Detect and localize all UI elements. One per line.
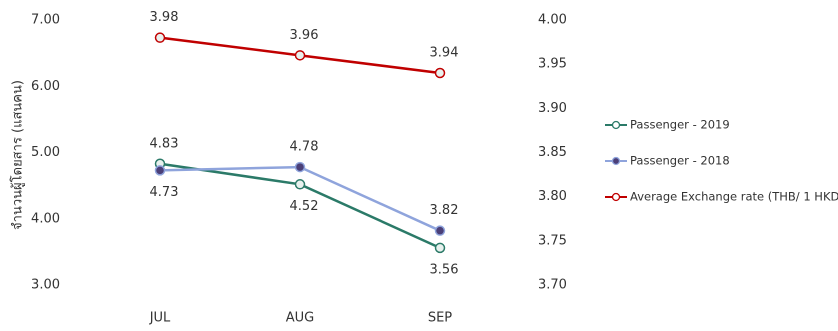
- legend-label: Passenger - 2018: [630, 154, 730, 168]
- y2-tick-label: 3.75: [538, 233, 567, 248]
- legend-label: Average Exchange rate (THB/ 1 HKD): [630, 190, 838, 204]
- y-tick-label: 7.00: [31, 13, 60, 28]
- y2-tick-label: 4.00: [538, 13, 567, 28]
- y-tick-label: 3.00: [31, 278, 60, 293]
- x-tick-label: SEP: [428, 311, 452, 326]
- y-tick-label: 4.00: [31, 211, 60, 226]
- point: [294, 161, 306, 173]
- data-label: 3.96: [290, 28, 319, 43]
- data-label: 3.82: [430, 203, 459, 218]
- point: [154, 32, 166, 43]
- point: [294, 50, 306, 61]
- data-label: 4.78: [290, 140, 319, 155]
- legend-label: Passenger - 2019: [630, 118, 730, 132]
- data-label: 4.73: [150, 185, 179, 200]
- legend-marker: [611, 192, 621, 202]
- y2-tick-label: 3.80: [538, 189, 567, 204]
- legend-marker: [611, 156, 621, 166]
- data-label: 3.98: [150, 10, 179, 25]
- point: [434, 242, 446, 254]
- data-label: 4.52: [290, 199, 319, 214]
- data-label: 3.56: [430, 262, 459, 277]
- x-tick-label: JUL: [149, 311, 171, 326]
- point: [154, 165, 166, 176]
- y2-tick-label: 3.85: [538, 145, 567, 160]
- y-axis-label: จำนวนผู้โดยสาร (แสนคน): [10, 80, 26, 230]
- y-tick-label: 6.00: [31, 79, 60, 94]
- y-tick-label: 5.00: [31, 145, 60, 160]
- y2-tick-label: 3.70: [538, 278, 567, 293]
- legend-marker: [611, 120, 621, 130]
- data-label: 3.94: [430, 46, 459, 61]
- y2-tick-label: 3.90: [538, 101, 567, 116]
- point: [294, 179, 306, 190]
- data-label: 4.83: [150, 136, 179, 151]
- x-tick-label: AUG: [286, 311, 314, 326]
- point: [434, 225, 446, 236]
- point: [434, 67, 446, 79]
- y2-tick-label: 3.95: [538, 57, 567, 72]
